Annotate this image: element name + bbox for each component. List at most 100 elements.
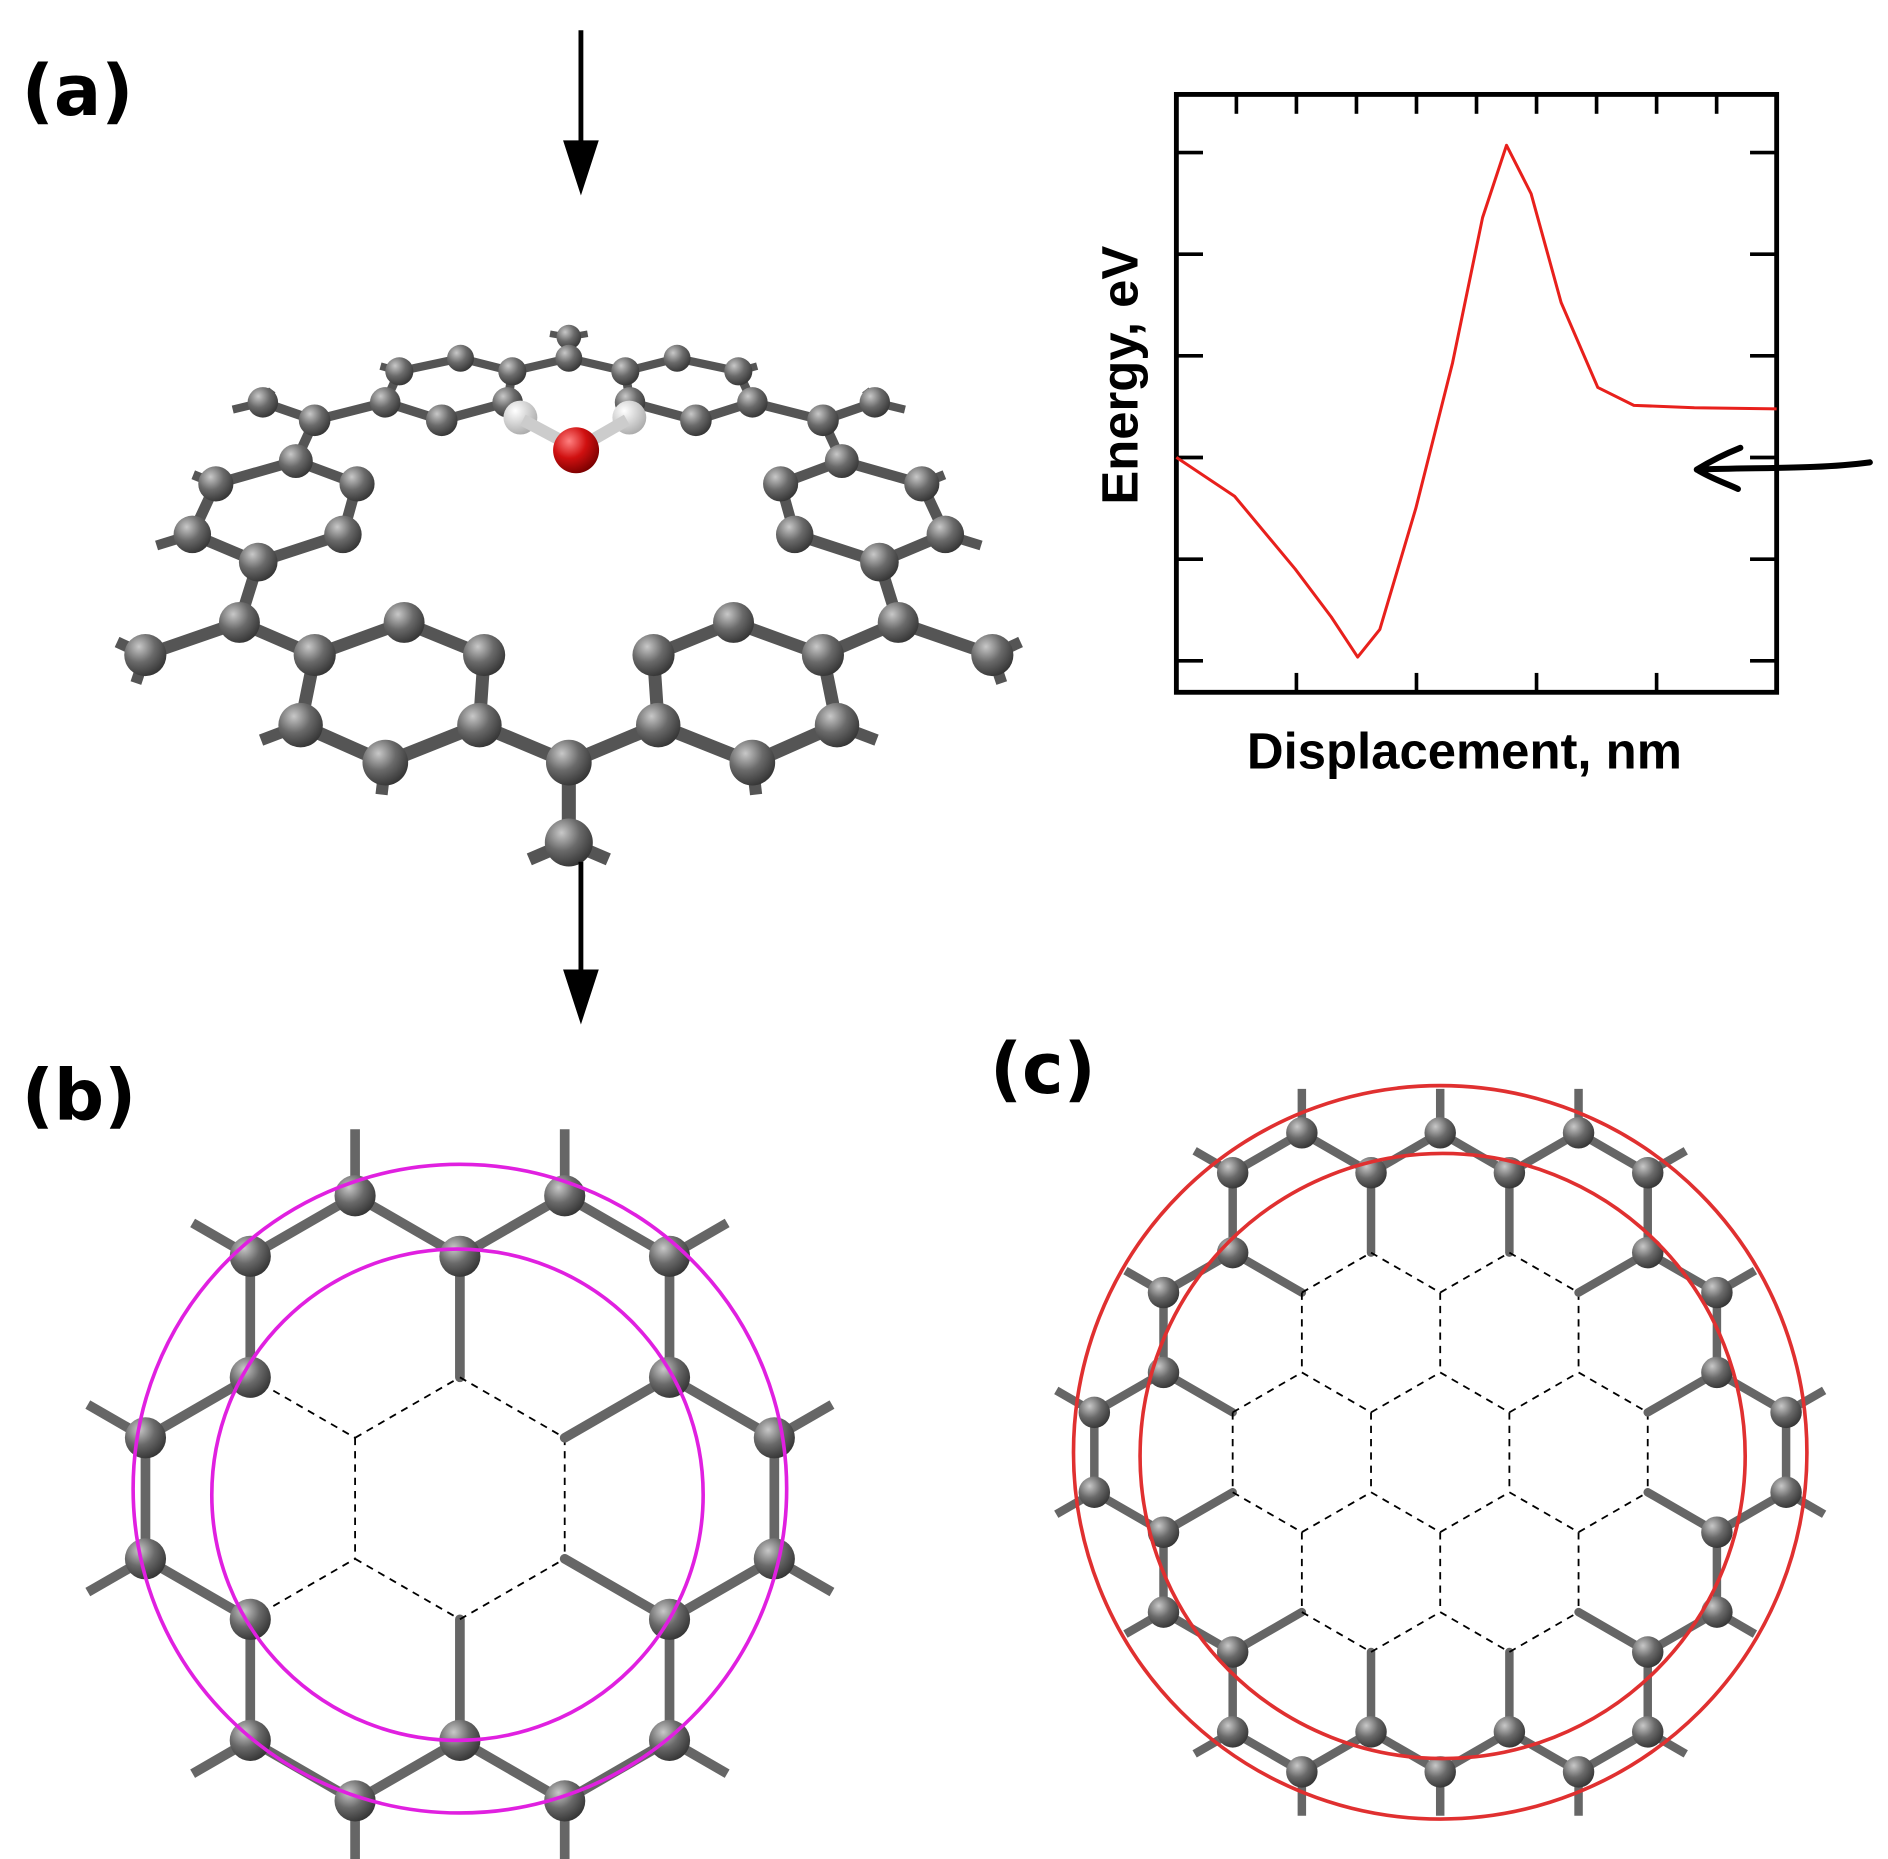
dashed-bond <box>1301 1611 1372 1653</box>
atom <box>385 357 414 386</box>
atom <box>1493 1716 1526 1748</box>
atom <box>648 1235 691 1277</box>
atom <box>457 702 502 748</box>
atom <box>824 444 859 479</box>
atom <box>663 344 691 372</box>
atom <box>247 387 279 418</box>
dashed-bond <box>1439 1371 1510 1414</box>
ring-outline <box>209 1247 705 1743</box>
arrows <box>563 30 1873 1025</box>
lattice <box>1054 1088 1827 1816</box>
atom <box>447 344 475 372</box>
atom <box>1216 1636 1249 1668</box>
atom <box>1078 1476 1111 1509</box>
atom <box>1216 1236 1249 1269</box>
dashed-bond <box>1439 1491 1510 1533</box>
atom <box>463 633 506 677</box>
atom <box>556 324 582 350</box>
atom <box>1078 1396 1111 1429</box>
atom <box>1701 1276 1733 1309</box>
atom <box>1216 1157 1249 1189</box>
atom <box>229 1598 271 1640</box>
atom <box>278 702 323 748</box>
x-axis-label: Displacement, nm <box>1247 723 1682 780</box>
arrow-head <box>563 140 599 196</box>
atom <box>1770 1476 1802 1509</box>
panel-label: (b) <box>22 1055 136 1137</box>
dashed-bond <box>1301 1371 1372 1414</box>
atom <box>324 515 362 554</box>
atom <box>370 387 401 418</box>
atom <box>632 633 675 677</box>
atom <box>648 1356 691 1398</box>
atom <box>611 357 640 386</box>
atom <box>298 404 331 437</box>
atom <box>1701 1356 1733 1389</box>
dashed-bond <box>1301 1491 1372 1533</box>
atom <box>926 515 965 554</box>
atom <box>278 444 313 479</box>
atom <box>1147 1516 1180 1548</box>
atom <box>1286 1117 1318 1149</box>
atom <box>1147 1276 1180 1309</box>
perspective-lattice <box>114 324 1023 867</box>
y-axis-label: Energy, eV <box>1092 246 1149 505</box>
atom <box>1147 1596 1180 1628</box>
atom <box>425 404 458 437</box>
atom <box>814 702 860 748</box>
atom <box>439 1235 481 1277</box>
atom <box>1493 1157 1526 1189</box>
atom <box>753 1538 795 1580</box>
energy-curve <box>1175 143 1777 659</box>
atom <box>362 739 409 786</box>
dashed-bond <box>1508 1491 1580 1533</box>
dashed-bond <box>1578 1491 1649 1533</box>
atom <box>293 633 336 677</box>
hand-arrow <box>1693 444 1873 492</box>
atom <box>545 739 592 786</box>
atom <box>763 466 799 502</box>
dashed-bond <box>1508 1251 1580 1294</box>
dashed-bond <box>459 1376 566 1439</box>
atom <box>1286 1756 1318 1788</box>
atom <box>1631 1636 1664 1668</box>
atom <box>555 344 583 372</box>
atom <box>724 357 753 386</box>
atom <box>753 1417 795 1459</box>
atom <box>807 404 839 437</box>
atom <box>971 633 1014 677</box>
atom <box>713 601 755 643</box>
atom <box>383 601 425 643</box>
atom <box>238 542 278 582</box>
ring-outline <box>1138 1151 1748 1761</box>
dashed-bond <box>1508 1371 1580 1414</box>
dashed-bond <box>354 1376 461 1439</box>
atom <box>860 542 899 582</box>
atom <box>801 633 845 677</box>
atom <box>1770 1396 1802 1429</box>
atom <box>1424 1756 1456 1788</box>
ring-outline <box>1071 1083 1809 1821</box>
panel-label: (a) <box>22 50 134 132</box>
atom <box>859 387 891 418</box>
dashed-bond <box>1439 1611 1510 1653</box>
dashed-bond <box>1370 1251 1441 1294</box>
dashed-bond <box>1508 1611 1580 1653</box>
atom <box>1631 1716 1664 1748</box>
atom <box>729 739 776 786</box>
dashed-bond <box>1578 1371 1649 1414</box>
atom <box>904 466 940 502</box>
atom <box>229 1235 271 1277</box>
oxygen <box>553 427 600 474</box>
atom <box>124 1417 167 1459</box>
atom <box>544 818 593 867</box>
atom <box>775 515 814 554</box>
atom <box>635 702 681 748</box>
lattice <box>85 1129 835 1859</box>
atom <box>1424 1117 1456 1149</box>
atom <box>198 466 234 502</box>
arrow-head <box>563 969 599 1025</box>
dashed-bond <box>1232 1491 1303 1533</box>
dashed-bond <box>1301 1251 1372 1294</box>
